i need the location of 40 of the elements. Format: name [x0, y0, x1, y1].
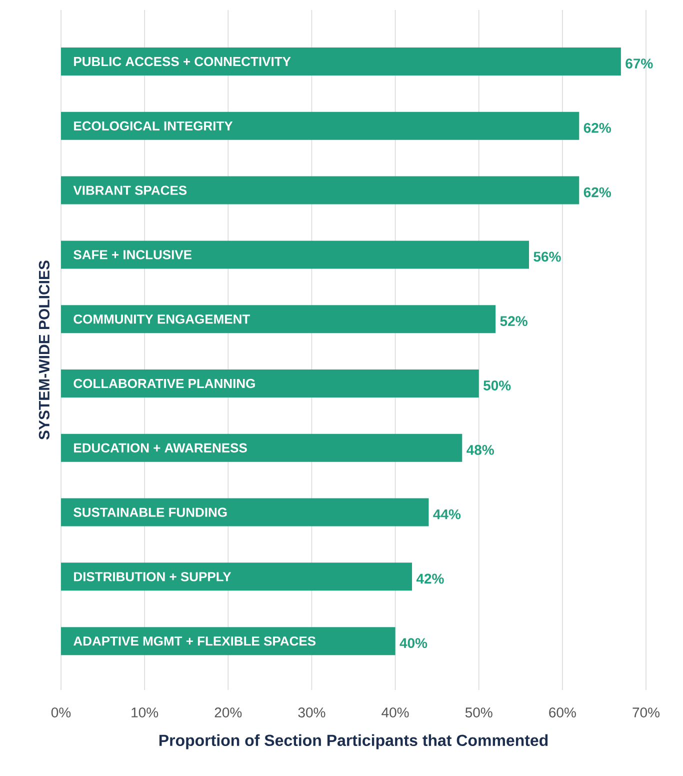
x-tick-label: 40% [382, 708, 409, 718]
data-label: 40% [400, 638, 428, 648]
bar [61, 627, 396, 656]
bar [61, 176, 580, 204]
data-label: 44% [433, 509, 461, 520]
data-label: 42% [416, 574, 444, 584]
data-label: 48% [466, 444, 494, 455]
y-tick-label: DISTRIBUTION + SUPPLY [74, 572, 232, 582]
x-tick-label: 70% [632, 708, 660, 718]
bar [61, 305, 496, 334]
y-tick-label: PUBLIC ACCESS + CONNECTIVITY [74, 56, 291, 66]
data-label: 62% [584, 122, 611, 133]
x-tick-label: 10% [132, 708, 158, 718]
bar [61, 112, 580, 140]
bar [61, 369, 479, 398]
y-tick-label: EDUCATION + AWARENESS [74, 443, 247, 452]
data-label: 50% [483, 380, 511, 390]
y-tick-label: SAFE + INCLUSIVE [74, 250, 192, 260]
x-tick-label: 0% [51, 708, 71, 718]
x-axis-title: Proportion of Section Participants that Commented [159, 734, 548, 750]
y-tick-label: SUSTAINABLE FUNDING [74, 508, 227, 517]
y-tick-label: VIBRANT SPACES [73, 186, 187, 195]
data-label: 56% [534, 252, 561, 262]
bar [61, 48, 621, 76]
data-label: 52% [500, 316, 528, 326]
y-tick-label: ECOLOGICAL INTEGRITY [74, 121, 233, 131]
data-label: 67% [626, 58, 653, 68]
data-label: 62% [584, 187, 611, 198]
x-tick-label: 60% [549, 708, 576, 718]
x-tick-label: 20% [214, 708, 242, 718]
y-tick-label: COMMUNITY ENGAGEMENT [74, 314, 250, 324]
bar [61, 562, 412, 591]
x-tick-label: 50% [465, 708, 492, 718]
x-tick-label: 30% [298, 708, 326, 718]
y-axis-title: SYSTEM-WIDE POLICIES [38, 260, 50, 440]
y-tick-label: ADAPTIVE MGMT + FLEXIBLE SPACES [74, 636, 316, 646]
y-tick-label: COLLABORATIVE PLANNING [74, 378, 255, 388]
bar [61, 434, 462, 462]
bar [61, 240, 529, 269]
bar [61, 498, 429, 526]
